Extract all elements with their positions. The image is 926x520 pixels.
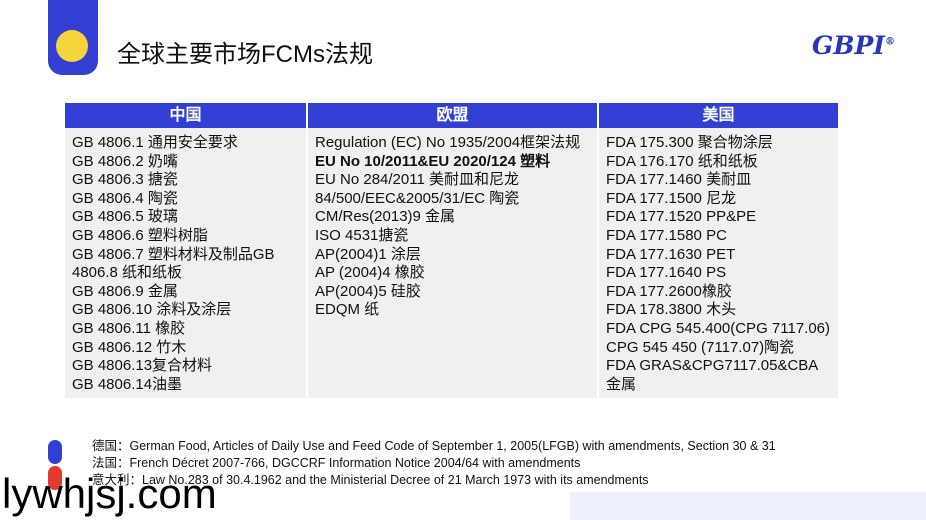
logo-text: GBPI	[812, 31, 885, 60]
note-line: 德国：German Food, Articles of Daily Use an…	[92, 439, 776, 453]
cell-line: FDA 178.3800 木头	[606, 301, 737, 319]
cell-line: GB 4806.11 橡胶	[72, 319, 186, 337]
deco-pill	[48, 440, 62, 464]
cell-line: GB 4806.2 奶嘴	[72, 152, 178, 170]
cell-line: CPG 545 450 (7117.07)陶瓷	[606, 338, 795, 356]
cell-line: ISO 4531搪瓷	[315, 226, 409, 244]
cell-line: GB 4806.1 通用安全要求	[72, 134, 238, 151]
cell-line: AP (2004)4 橡胶	[315, 264, 425, 282]
cell-line: FDA GRAS&CPG7117.05&CBA	[606, 357, 819, 375]
cell-line: EU No 284/2011 美耐皿和尼龙	[315, 171, 519, 189]
cell-line: CM/Res(2013)9 金属	[315, 208, 456, 226]
column-header: 欧盟	[308, 103, 597, 128]
column-header: 中国	[65, 103, 306, 128]
logo: GBPI®	[812, 31, 895, 60]
cell-line: FDA 177.1580 PC	[606, 226, 727, 244]
cell-line: GB 4806.14油墨	[72, 375, 183, 393]
cell-line: 4806.8 纸和纸板	[72, 264, 183, 282]
cell-line: GB 4806.5 玻璃	[72, 208, 178, 226]
cell-line: FDA CPG 545.400(CPG 7117.06)	[606, 319, 831, 337]
cell-line: GB 4806.10 涂料及涂层	[72, 301, 232, 319]
cell-line: FDA 177.1520 PP&PE	[606, 208, 757, 226]
cell-line: GB 4806.4 陶瓷	[72, 189, 178, 207]
cell-line: FDA 176.170 纸和纸板	[606, 152, 758, 170]
column-header: 美国	[599, 103, 838, 128]
cell-line: EU No 10/2011&EU 2020/124 塑料	[315, 152, 551, 170]
deco-circle	[56, 30, 88, 62]
table-cell: Regulation (EC) No 1935/2004框架法规 EU No 10…	[308, 128, 597, 398]
cell-line: GB 4806.3 搪瓷	[72, 171, 178, 189]
cell-line: FDA 177.1640 PS	[606, 264, 727, 282]
title: 全球主要市场FCMs法规	[117, 41, 373, 68]
table-cell: GB 4806.1 通用安全要求 GB 4806.2 奶嘴 GB 4806.3 搪瓷…	[65, 128, 306, 398]
cell-line: AP(2004)1 涂层	[315, 245, 421, 263]
deco-band	[570, 492, 926, 520]
note-line: 意大利：Law No.283 of 30.4.1962 and the Mini…	[92, 473, 649, 487]
cell-line: 金属	[606, 375, 637, 393]
cell-line: GB 4806.13复合材料	[72, 357, 213, 375]
cell-line: FDA 177.1630 PET	[606, 245, 736, 263]
deco-pill	[48, 466, 62, 490]
watermark: lywhjsj.com	[2, 470, 217, 517]
cell-line: 84/500/EEC&2005/31/EC 陶瓷	[315, 189, 520, 207]
table-cell: FDA 175.300 聚合物涂层 FDA 176.170 纸和纸板 FDA 177…	[599, 128, 838, 398]
note-line: 法国：French Décret 2007-766, DGCCRF Inform…	[92, 456, 581, 470]
cell-line: AP(2004)5 硅胶	[315, 282, 421, 300]
cell-line: GB 4806.12 竹木	[72, 338, 187, 356]
cell-line: FDA 175.300 聚合物涂层	[606, 134, 773, 151]
cell-line: FDA 177.1500 尼龙	[606, 189, 737, 207]
cell-line: Regulation (EC) No 1935/2004框架法规	[315, 134, 581, 151]
cell-line: GB 4806.9 金属	[72, 282, 178, 300]
cell-line: FDA 177.1460 美耐皿	[606, 171, 752, 189]
cell-line: GB 4806.6 塑料树脂	[72, 226, 208, 244]
cell-line: FDA 177.2600橡胶	[606, 282, 732, 300]
notes: 德国：German Food, Articles of Daily Use an…	[92, 438, 776, 489]
logo-mark: ®	[884, 36, 895, 48]
cell-line: EDQM 纸	[315, 301, 380, 319]
cell-line: GB 4806.7 塑料材料及制品GB	[72, 245, 275, 263]
